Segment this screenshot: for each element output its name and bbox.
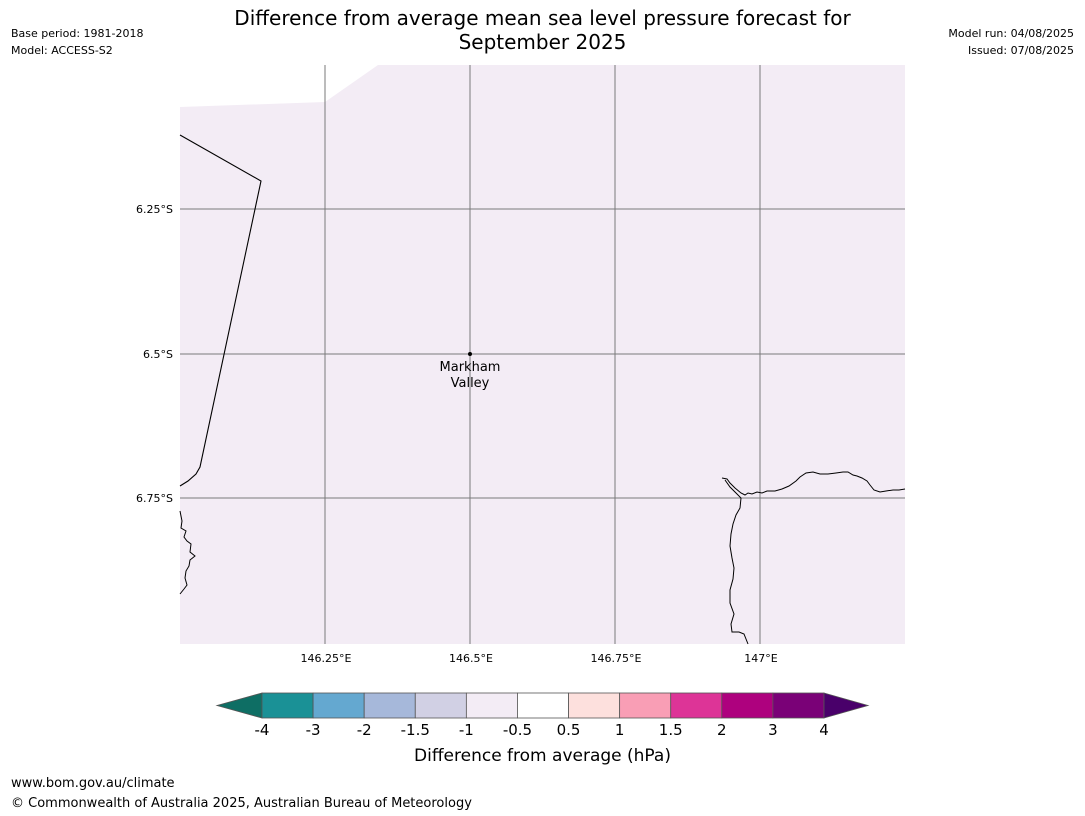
y-tick-label: 6.5°S — [143, 348, 173, 361]
map-gridlines — [180, 65, 905, 644]
coastline-east — [721, 471, 906, 496]
y-tick-label: 6.75°S — [136, 492, 173, 505]
colorbar-segment — [772, 692, 825, 719]
colorbar-extend-high — [823, 692, 870, 719]
place-marker — [468, 352, 472, 356]
model-run-text: Model run: 04/08/2025 — [948, 27, 1074, 40]
x-tick-label: 146.25°E — [300, 652, 352, 665]
x-tick-label: 147°E — [744, 652, 778, 665]
border-line — [179, 134, 262, 487]
map-title: Difference from average mean sea level p… — [0, 6, 1085, 54]
colorbar-tick-label: -4 — [254, 721, 270, 739]
colorbar-tick-label: 4 — [819, 721, 829, 739]
colorbar-segment — [465, 692, 518, 719]
header-meta-right: Model run: 04/08/2025 Issued: 07/08/2025 — [948, 25, 1074, 59]
map-title-line2: September 2025 — [458, 30, 627, 54]
place-label: Markham Valley — [420, 360, 520, 392]
base-period-text: Base period: 1981-2018 — [11, 27, 144, 40]
place-label-line2: Valley — [450, 376, 490, 391]
colorbar-tick-label: 3 — [768, 721, 778, 739]
x-tick-label: 146.75°E — [590, 652, 642, 665]
colorbar-segment — [517, 692, 569, 719]
coastline-east-inlet — [724, 479, 749, 645]
colorbar-tick-label: -1 — [458, 721, 474, 739]
coastline-west — [179, 510, 196, 595]
map-canvas — [179, 65, 906, 645]
place-label-line1: Markham — [439, 360, 501, 375]
issued-text: Issued: 07/08/2025 — [967, 44, 1074, 57]
colorbar-tick-label: 1 — [614, 721, 625, 739]
colorbar-segment — [414, 692, 467, 719]
colorbar-tick-label: -1.5 — [400, 721, 430, 739]
colorbar-segment — [619, 692, 672, 719]
colorbar-tick-label: 0.5 — [556, 721, 581, 739]
colorbar-segments — [215, 692, 870, 719]
footer-copyright: © Commonwealth of Australia 2025, Austra… — [11, 796, 472, 811]
colorbar-tick-label: -3 — [305, 721, 321, 739]
colorbar-label: Difference from average (hPa) — [414, 746, 671, 766]
colorbar-tick-label: 2 — [717, 721, 727, 739]
colorbar-segment — [312, 692, 365, 719]
colorbar-tick-label: -2 — [356, 721, 372, 739]
colorbar-segment — [721, 692, 774, 719]
colorbar-segment — [363, 692, 416, 719]
x-tick-label: 146.5°E — [449, 652, 493, 665]
colorbar-extend-low — [215, 692, 263, 719]
y-tick-label: 6.25°S — [136, 203, 173, 216]
header-meta-left: Base period: 1981-2018 Model: ACCESS-S2 — [11, 25, 143, 59]
colorbar-tick-label: -0.5 — [502, 721, 533, 739]
colorbar-segment — [670, 692, 723, 719]
colorbar-tick-label: 1.5 — [658, 721, 683, 739]
map-title-line1: Difference from average mean sea level p… — [234, 6, 851, 30]
model-text: Model: ACCESS-S2 — [11, 44, 113, 57]
colorbar-segment — [261, 692, 314, 719]
colorbar-segment — [568, 692, 621, 719]
footer-url[interactable]: www.bom.gov.au/climate — [11, 776, 175, 791]
